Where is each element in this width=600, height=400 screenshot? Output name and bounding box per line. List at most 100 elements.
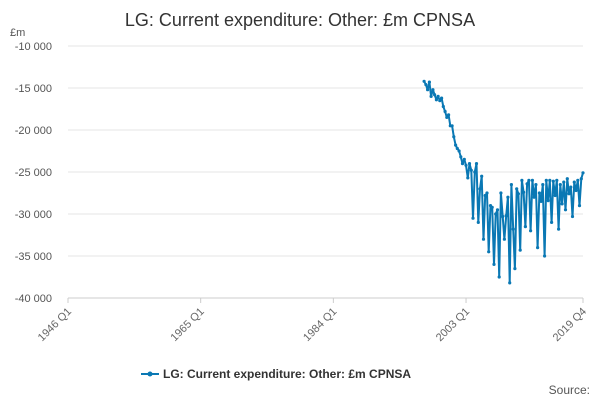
data-point[interactable] xyxy=(429,94,433,98)
data-point[interactable] xyxy=(452,135,456,139)
data-point[interactable] xyxy=(546,199,550,203)
data-point[interactable] xyxy=(508,281,512,285)
data-point[interactable] xyxy=(536,246,540,250)
data-point[interactable] xyxy=(527,178,531,182)
data-point[interactable] xyxy=(494,212,498,216)
data-point[interactable] xyxy=(577,204,582,208)
data-point[interactable] xyxy=(501,214,505,219)
data-point[interactable] xyxy=(553,193,557,198)
data-point[interactable] xyxy=(520,178,524,182)
data-point[interactable] xyxy=(563,208,568,212)
data-point[interactable] xyxy=(509,183,513,187)
legend-swatch-marker xyxy=(147,371,153,377)
data-point[interactable] xyxy=(471,216,475,220)
data-point[interactable] xyxy=(550,220,554,224)
data-point[interactable] xyxy=(455,146,459,151)
data-point[interactable] xyxy=(469,168,473,172)
data-point[interactable] xyxy=(445,115,449,119)
data-point[interactable] xyxy=(426,88,430,92)
data-point[interactable] xyxy=(497,275,501,279)
data-point[interactable] xyxy=(460,162,465,166)
data-point[interactable] xyxy=(434,98,438,102)
data-point[interactable] xyxy=(480,174,484,178)
data-point[interactable] xyxy=(525,182,529,186)
data-point[interactable] xyxy=(436,94,440,98)
data-point[interactable] xyxy=(562,180,566,184)
data-point[interactable] xyxy=(570,214,575,219)
data-point[interactable] xyxy=(487,250,491,254)
data-point[interactable] xyxy=(569,185,573,189)
data-point[interactable] xyxy=(499,191,503,195)
data-point[interactable] xyxy=(516,192,521,196)
data-point[interactable] xyxy=(504,214,508,218)
data-point[interactable] xyxy=(495,208,500,212)
data-point[interactable] xyxy=(551,179,555,183)
data-point[interactable] xyxy=(483,193,487,198)
data-point[interactable] xyxy=(424,83,428,87)
data-point[interactable] xyxy=(454,143,458,147)
data-point[interactable] xyxy=(506,195,510,199)
data-point[interactable] xyxy=(530,178,535,182)
data-point[interactable] xyxy=(481,237,486,241)
data-point[interactable] xyxy=(440,96,444,100)
data-point[interactable] xyxy=(511,227,515,231)
y-tick-label: -30 000 xyxy=(15,209,52,221)
data-point[interactable] xyxy=(431,88,435,92)
data-point[interactable] xyxy=(422,79,426,83)
data-point[interactable] xyxy=(459,155,463,159)
data-point[interactable] xyxy=(532,195,536,199)
data-point[interactable] xyxy=(492,262,496,266)
data-point[interactable] xyxy=(441,104,445,109)
data-point[interactable] xyxy=(515,187,519,191)
data-point[interactable] xyxy=(558,183,562,187)
legend[interactable]: LG: Current expenditure: Other: £m CPNSA xyxy=(141,367,411,381)
data-point[interactable] xyxy=(565,177,569,181)
data-point[interactable] xyxy=(490,205,494,209)
data-point[interactable] xyxy=(579,177,583,181)
data-point[interactable] xyxy=(464,163,468,167)
data-point[interactable] xyxy=(473,170,477,174)
data-point[interactable] xyxy=(574,188,578,193)
data-point[interactable] xyxy=(476,220,480,224)
data-point[interactable] xyxy=(544,178,548,182)
data-point[interactable] xyxy=(548,178,552,182)
data-point[interactable] xyxy=(485,191,489,195)
data-point[interactable] xyxy=(466,176,470,180)
data-point[interactable] xyxy=(427,80,431,84)
data-point[interactable] xyxy=(433,93,437,97)
data-point[interactable] xyxy=(543,254,547,258)
data-point[interactable] xyxy=(560,202,564,206)
series-group xyxy=(422,79,585,285)
data-point[interactable] xyxy=(462,157,466,161)
data-point[interactable] xyxy=(567,192,571,196)
data-point[interactable] xyxy=(572,180,576,184)
data-point[interactable] xyxy=(539,199,543,203)
data-point[interactable] xyxy=(537,191,542,195)
data-point[interactable] xyxy=(529,229,533,233)
y-tick-label: -10 000 xyxy=(15,41,52,53)
data-point[interactable] xyxy=(450,124,454,128)
data-point[interactable] xyxy=(522,190,526,194)
data-point[interactable] xyxy=(534,183,538,187)
x-tick-label: 1946 Q1 xyxy=(36,306,74,344)
data-point[interactable] xyxy=(502,237,506,241)
y-axis-unit-label: £m xyxy=(10,27,25,39)
y-tick-labels: -10 000 -15 000 -20 000 -25 000 -30 000 -35 0… xyxy=(15,41,52,305)
data-point[interactable] xyxy=(474,162,479,166)
data-point[interactable] xyxy=(467,162,472,166)
data-point[interactable] xyxy=(557,227,561,231)
data-point[interactable] xyxy=(555,178,559,182)
data-point[interactable] xyxy=(541,183,545,187)
data-point[interactable] xyxy=(523,225,528,229)
data-point[interactable] xyxy=(438,99,442,103)
data-point[interactable] xyxy=(518,248,522,252)
data-point[interactable] xyxy=(581,171,585,175)
data-point[interactable] xyxy=(478,187,482,191)
data-point[interactable] xyxy=(576,178,580,182)
series-line-0 xyxy=(423,80,584,284)
data-point[interactable] xyxy=(443,109,447,114)
data-point[interactable] xyxy=(513,267,517,271)
data-point[interactable] xyxy=(447,113,451,117)
data-point[interactable] xyxy=(457,149,461,153)
